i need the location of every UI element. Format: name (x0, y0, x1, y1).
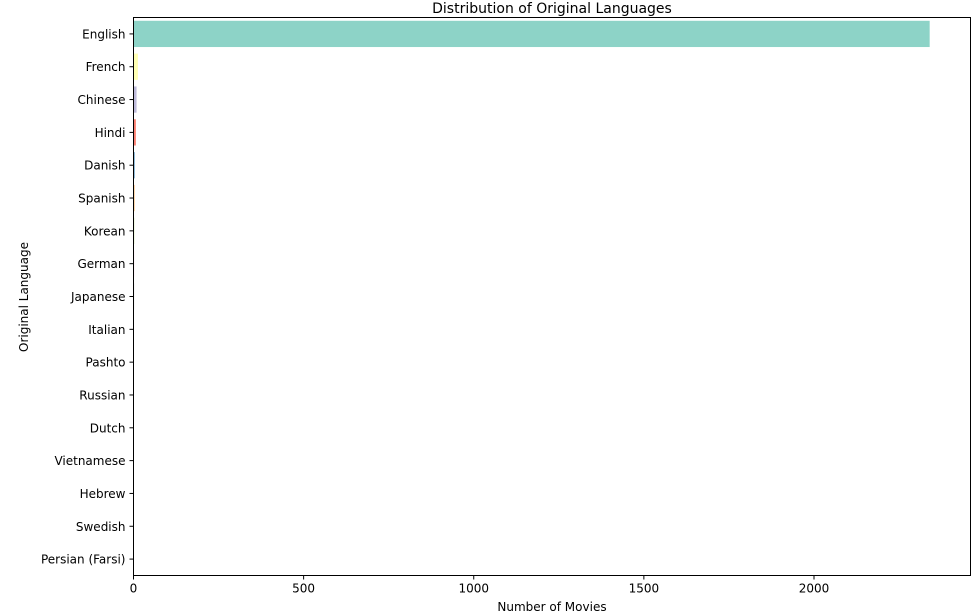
y-tick-label: Russian (79, 388, 125, 402)
y-tick-label: Dutch (90, 421, 126, 435)
y-axis-ticks: English French Chinese Hindi Danish Spanish Ko… (41, 27, 134, 567)
y-tick-label: Persian (Farsi) (41, 553, 126, 567)
y-tick-label: Swedish (76, 520, 126, 534)
y-tick-label: Hindi (95, 126, 126, 140)
bar-danish (133, 152, 135, 179)
y-tick-label: Japanese (70, 290, 126, 304)
x-axis-ticks: 0 500 1000 1500 2000 (130, 575, 830, 596)
x-tick-label: 2000 (799, 582, 830, 596)
x-axis-label: Number of Movies (497, 600, 606, 614)
chart-title: Distribution of Original Languages (432, 1, 672, 17)
bar-english (133, 20, 930, 48)
y-tick-label: English (82, 27, 125, 41)
bar-french (133, 53, 138, 80)
y-tick-label: Danish (84, 159, 125, 173)
y-tick-label: French (86, 60, 126, 74)
plot-frame (133, 17, 971, 576)
y-tick-label: Vietnamese (54, 454, 125, 468)
y-tick-label: Chinese (78, 93, 126, 107)
x-tick-label: 500 (292, 582, 315, 596)
bar-spanish (133, 184, 135, 212)
x-tick-label: 0 (130, 582, 138, 596)
x-tick-label: 1500 (629, 582, 660, 596)
y-tick-label: Italian (88, 323, 125, 337)
y-tick-label: German (77, 257, 125, 271)
y-axis-label: Original Language (17, 242, 31, 352)
bars (133, 20, 930, 573)
bar-hindi (133, 119, 136, 146)
y-tick-label: Hebrew (80, 487, 126, 501)
bar-chinese (133, 86, 137, 113)
y-tick-label: Korean (84, 224, 126, 238)
y-tick-label: Pashto (86, 356, 126, 370)
y-tick-label: Spanish (78, 192, 125, 206)
x-tick-label: 1000 (458, 582, 489, 596)
